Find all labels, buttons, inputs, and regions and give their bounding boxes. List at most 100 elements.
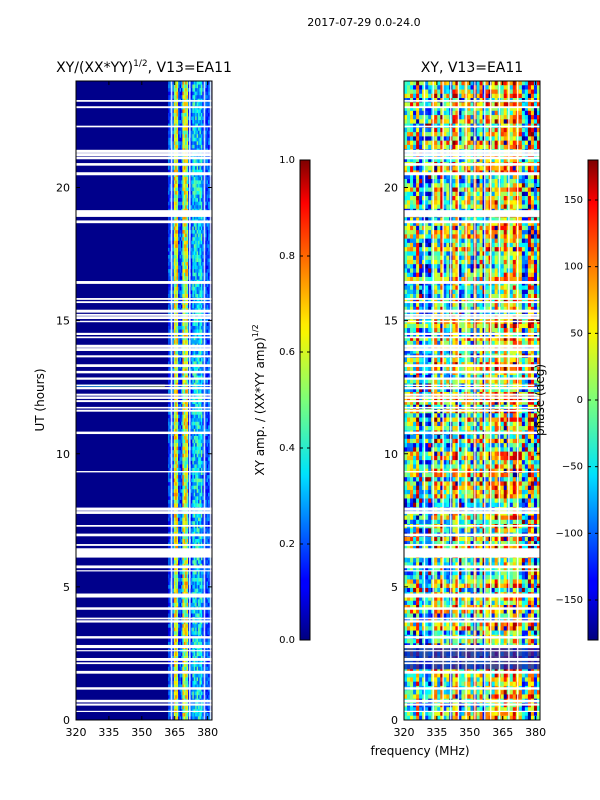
amplitude-cell: [169, 262, 172, 266]
amplitude-cell: [198, 638, 200, 643]
amplitude-cell: [172, 137, 174, 142]
amplitude-cell: [199, 602, 202, 607]
amplitude-cell: [185, 556, 187, 561]
amplitude-cell: [186, 407, 189, 412]
amplitude-cell: [176, 272, 179, 277]
amplitude-cell: [190, 102, 193, 107]
amplitude-cell: [179, 521, 182, 526]
amplitude-cell: [183, 191, 186, 195]
amplitude-cell: [185, 159, 187, 164]
amplitude-cell: [198, 141, 200, 146]
amplitude-cell: [169, 663, 172, 668]
amplitude-cell: [196, 446, 199, 451]
amplitude-cell: [206, 538, 209, 543]
amplitude-cell: [208, 333, 210, 337]
amplitude-cell: [176, 489, 179, 494]
amplitude-cell: [199, 130, 202, 135]
amplitude-cell: [205, 443, 207, 448]
amplitude-cell: [176, 443, 179, 448]
amplitude-cell: [176, 226, 179, 231]
amplitude-cell: [169, 187, 172, 192]
amplitude-cell: [172, 127, 174, 132]
amplitude-cell: [168, 226, 170, 231]
amplitude-cell: [182, 226, 184, 231]
amplitude-cell: [200, 379, 203, 384]
amplitude-cell: [200, 120, 203, 124]
amplitude-cell: [190, 130, 193, 135]
amplitude-cell: [173, 631, 176, 636]
amplitude-cell: [172, 286, 174, 291]
amplitude-cell: [195, 276, 197, 281]
amplitude-cell: [199, 258, 202, 263]
amplitude-cell: [188, 659, 190, 664]
amplitude-cell: [199, 230, 202, 235]
amplitude-cell: [202, 528, 204, 533]
amplitude-cell: [199, 453, 202, 458]
amplitude-cell: [188, 368, 190, 373]
amplitude-cell: [185, 201, 187, 206]
amplitude-cell: [176, 521, 179, 526]
amplitude-cell: [178, 336, 180, 341]
amplitude-cell: [185, 624, 187, 629]
amplitude-cell: [190, 627, 193, 632]
amplitude-cell: [169, 205, 172, 210]
amplitude-cell: [193, 258, 196, 263]
amplitude-cell: [193, 357, 196, 362]
amplitude-cell: [196, 251, 199, 256]
amplitude-cell: [179, 482, 182, 487]
amplitude-cell: [193, 304, 196, 309]
amplitude-cell: [208, 389, 210, 394]
amplitude-cell: [169, 436, 172, 440]
amplitude-cell: [205, 666, 207, 671]
amplitude-cell: [198, 304, 200, 309]
amplitude-cell: [185, 169, 187, 174]
amplitude-cell: [198, 311, 200, 316]
amplitude-cell: [175, 627, 177, 632]
amplitude-cell: [208, 538, 210, 543]
amplitude-cell: [178, 421, 180, 426]
amplitude-cell: [190, 112, 193, 117]
amplitude-cell: [186, 620, 189, 625]
amplitude-cell: [169, 535, 172, 540]
amplitude-cell: [193, 546, 196, 550]
amplitude-cell: [199, 446, 202, 451]
amplitude-cell: [172, 521, 174, 526]
amplitude-cell: [188, 418, 190, 423]
amplitude-cell: [200, 329, 203, 334]
amplitude-cell: [185, 325, 187, 330]
amplitude-cell: [168, 457, 170, 462]
amplitude-cell: [198, 499, 200, 504]
amplitude-cell: [199, 567, 202, 572]
amplitude-cell: [185, 425, 187, 430]
amplitude-cell: [178, 294, 180, 298]
amplitude-cell: [195, 262, 197, 266]
amplitude-cell: [200, 340, 203, 345]
amplitude-cell: [192, 169, 194, 174]
amplitude-title-tail: , V13=EA11: [148, 60, 232, 76]
amplitude-cell: [182, 428, 184, 433]
amplitude-cell: [176, 173, 179, 178]
amplitude-cell: [168, 258, 170, 263]
amplitude-cell: [198, 116, 200, 121]
amplitude-cell: [196, 141, 199, 146]
amplitude-cell: [200, 499, 203, 504]
amplitude-cell: [173, 588, 176, 593]
amplitude-cell: [186, 127, 189, 132]
amplitude-cell: [196, 389, 199, 394]
amplitude-cell: [173, 439, 176, 444]
amplitude-cell: [196, 407, 199, 412]
amplitude-cell: [208, 485, 210, 490]
amplitude-cell: [185, 517, 187, 522]
amplitude-cell: [172, 666, 174, 671]
amplitude-cell: [195, 535, 197, 540]
amplitude-cell: [178, 169, 180, 174]
amplitude-cell: [190, 595, 193, 600]
amplitude-cell: [175, 81, 177, 85]
amplitude-cell: [206, 460, 209, 465]
amplitude-cell: [186, 304, 189, 309]
amplitude-cell: [180, 414, 183, 419]
amplitude-cell: [196, 123, 199, 128]
amplitude-cell: [198, 436, 200, 440]
amplitude-cell: [180, 237, 183, 242]
amplitude-cell: [173, 521, 176, 526]
